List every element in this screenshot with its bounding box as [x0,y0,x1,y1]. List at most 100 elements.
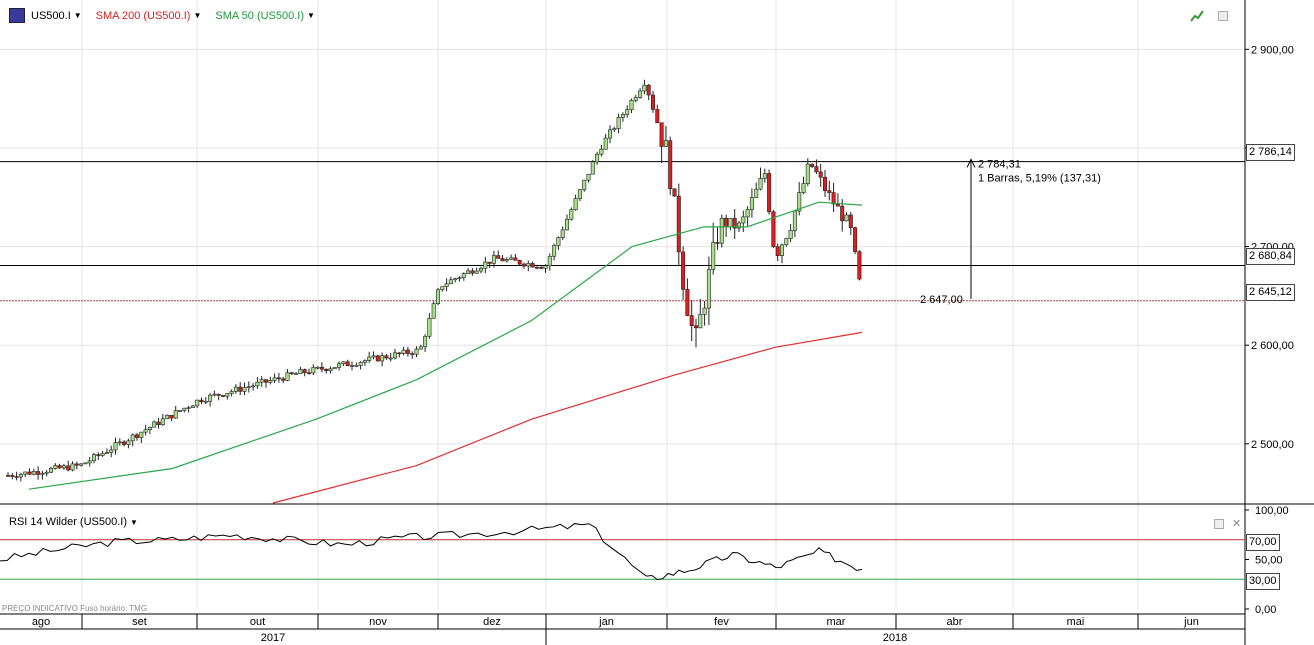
trend-icon[interactable] [1190,10,1204,22]
candle-body [586,173,591,181]
candle-body [827,190,832,193]
candle-body [79,463,84,466]
candle-body [724,217,729,228]
candle-body [40,472,45,475]
candle-body [135,434,140,438]
rsi-line [0,523,863,581]
candle-body [354,365,359,367]
rsi-label: RSI 14 Wilder (US500.I) [9,516,127,528]
month-label: jan [598,616,614,628]
horizontal-lines [0,161,1245,302]
candle-body [474,270,479,274]
candle-body [754,188,759,198]
candle-body [169,414,174,419]
candle-body [530,263,535,268]
candle-body [10,475,15,477]
candle-body [130,434,135,442]
rsi-toolbar: ✕ [1214,517,1241,530]
candle-body [410,353,415,355]
rsi-tick-label: 0,00 [1255,604,1276,616]
candle-body [70,463,75,471]
candle-body [453,278,458,281]
candle-body [461,273,466,278]
candle-body [560,229,565,239]
candle-body [616,117,621,129]
candle-body [448,279,453,285]
candle-body [302,369,307,373]
candle-body [294,373,299,375]
candle-body [470,270,475,274]
current-price-label: 2 645,12 [1246,284,1295,301]
candle-body [104,452,109,454]
candle-body [23,471,28,475]
candle-body [681,251,686,290]
candle-body [246,386,251,389]
chart-legend: US500.I ▼ SMA 200 (US500.I) ▼ SMA 50 (US… [9,8,315,23]
candle-body [552,245,557,257]
candle-body [263,379,268,383]
candle-body [18,473,23,478]
candle-body [139,431,144,438]
candle-body [457,277,462,279]
sma50-label: SMA 50 (US500.I) [215,9,305,22]
candle-body [599,148,604,155]
maximize-icon[interactable] [1218,11,1228,21]
instrument-icon [9,8,25,23]
candle-body [36,471,41,475]
candle-body [478,267,483,272]
candle-body [483,261,488,269]
rsi-level-label: 70,00 [1246,534,1280,551]
chevron-down-icon: ▼ [129,517,138,527]
candle-body [122,441,127,445]
candle-body [504,259,509,262]
candle-body [517,260,522,265]
candle-body [53,465,58,469]
candle-body [767,173,772,213]
sma50-selector[interactable]: SMA 50 (US500.I) ▼ [215,10,315,22]
time-axis: ago set out nov dez jan fev mar abr mai jun 2017 201… [0,613,1245,645]
rsi-selector[interactable]: RSI 14 Wilder (US500.I) ▼ [9,516,138,528]
candle-body [31,471,36,475]
maximize-icon[interactable] [1214,518,1224,529]
symbol-selector[interactable]: US500.I ▼ [9,8,82,23]
candle-body [487,261,492,264]
candle-body [556,237,561,246]
sma200-label: SMA 200 (US500.I) [95,9,191,22]
candle-body [676,195,681,253]
candle-body [315,366,320,369]
candle-body [306,372,311,374]
candle-body [500,258,505,262]
candle-body [190,405,195,408]
candle-body [569,209,574,220]
rsi-panel: 0,00 50,00 100,00 [0,505,1289,616]
candle-body [208,394,213,402]
candle-body [238,386,243,392]
candle-body [113,442,118,451]
candle-body [83,462,88,465]
candle-body [405,349,410,354]
candle-body [414,348,419,355]
candle-body [715,242,720,244]
candle-body [835,203,840,207]
candle-body [276,377,281,380]
candle-body [431,303,436,319]
candle-body [822,176,827,191]
chevron-down-icon: ▼ [193,11,202,20]
candle-body [27,471,32,475]
candle-body [44,471,49,474]
candle-body [491,255,496,264]
candle-body [513,257,518,261]
candle-body [401,349,406,354]
candle-body [496,255,501,259]
close-icon[interactable]: ✕ [1232,518,1242,530]
sma200-selector[interactable]: SMA 200 (US500.I) ▼ [96,10,202,22]
candle-body [745,209,750,218]
chart-toolbar [1190,10,1228,22]
candle-body [14,476,19,478]
measure-end-label: 2 784,31 [978,158,1021,170]
candle-body [857,251,862,280]
candle-body [663,140,668,147]
candle-body [100,453,105,456]
candle-body [203,400,208,403]
